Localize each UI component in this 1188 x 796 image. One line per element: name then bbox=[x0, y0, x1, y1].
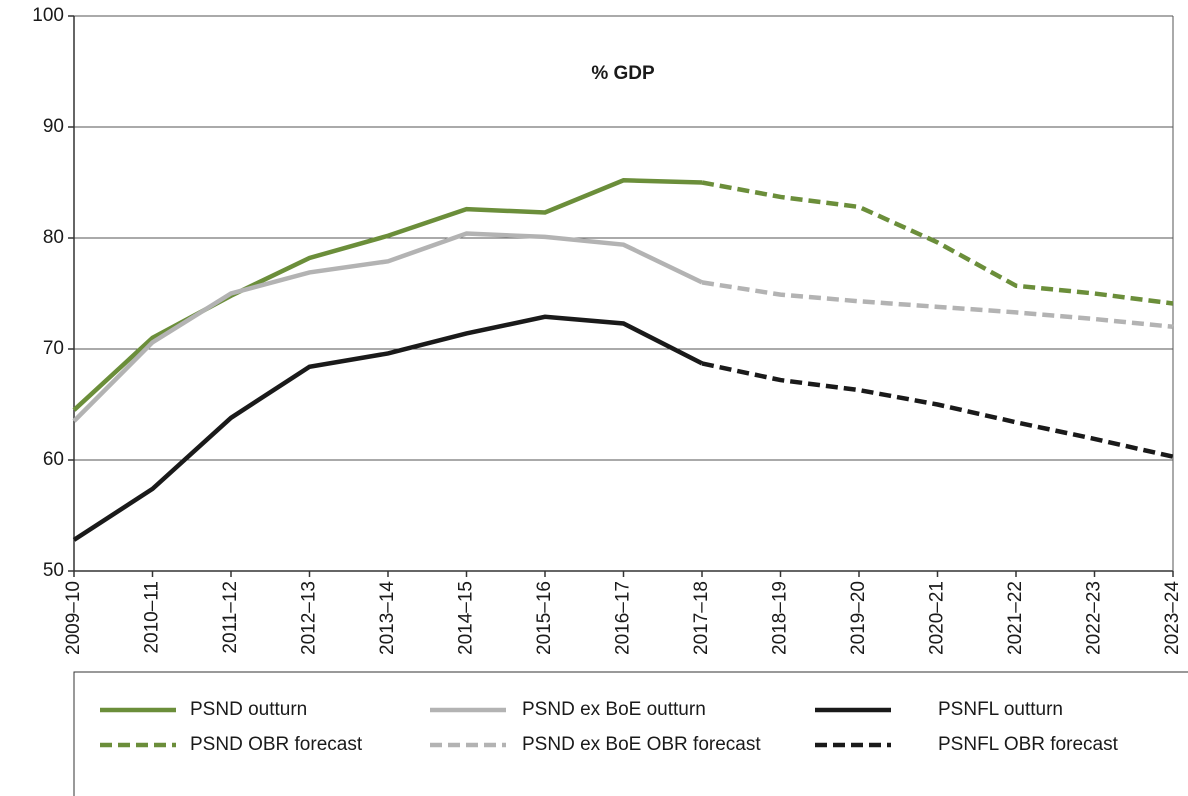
x-tick-label: 2013–14 bbox=[377, 581, 398, 655]
x-tick-label: 2009–10 bbox=[63, 581, 84, 655]
legend-label: PSND ex BoE outturn bbox=[522, 699, 706, 720]
x-tick-label: 2010–11 bbox=[142, 581, 163, 654]
legend-box bbox=[73, 671, 1188, 796]
x-tick-label: 2017–18 bbox=[691, 581, 712, 655]
x-tick-label: 2011–12 bbox=[220, 581, 241, 654]
legend-label: PSND outturn bbox=[190, 699, 307, 720]
y-tick-label: 100 bbox=[32, 5, 64, 26]
x-tick-label: 2023–24 bbox=[1162, 581, 1183, 655]
x-tick-label: 2021–22 bbox=[1005, 581, 1026, 655]
x-tick-label: 2016–17 bbox=[613, 581, 634, 655]
legend-label: PSNFL outturn bbox=[938, 699, 1063, 720]
x-tick-label: 2015–16 bbox=[534, 581, 555, 655]
x-tick-label: 2020–21 bbox=[927, 581, 948, 655]
x-tick-label: 2019–20 bbox=[848, 581, 869, 655]
y-tick-label: 50 bbox=[43, 560, 64, 581]
y-tick-label: 90 bbox=[43, 116, 64, 137]
legend-label: PSNFL OBR forecast bbox=[938, 734, 1119, 755]
legend-label: PSND OBR forecast bbox=[190, 734, 363, 755]
x-tick-label: 2014–15 bbox=[456, 581, 477, 655]
x-tick-label: 2022–23 bbox=[1084, 581, 1105, 655]
series-line bbox=[701, 280, 1174, 330]
series-line bbox=[701, 361, 1174, 459]
x-tick-label: 2012–13 bbox=[299, 581, 320, 655]
y-tick-label: 70 bbox=[43, 338, 64, 359]
y-tick-label: 80 bbox=[43, 227, 64, 248]
legend-label: PSND ex BoE OBR forecast bbox=[522, 734, 761, 755]
series-line bbox=[72, 178, 703, 412]
x-tick-label: 2018–19 bbox=[770, 581, 791, 655]
annotation: % GDP bbox=[591, 63, 655, 84]
series-line bbox=[701, 180, 1174, 306]
y-tick-label: 60 bbox=[43, 449, 64, 470]
series-line bbox=[72, 231, 703, 423]
series-line bbox=[72, 314, 704, 542]
